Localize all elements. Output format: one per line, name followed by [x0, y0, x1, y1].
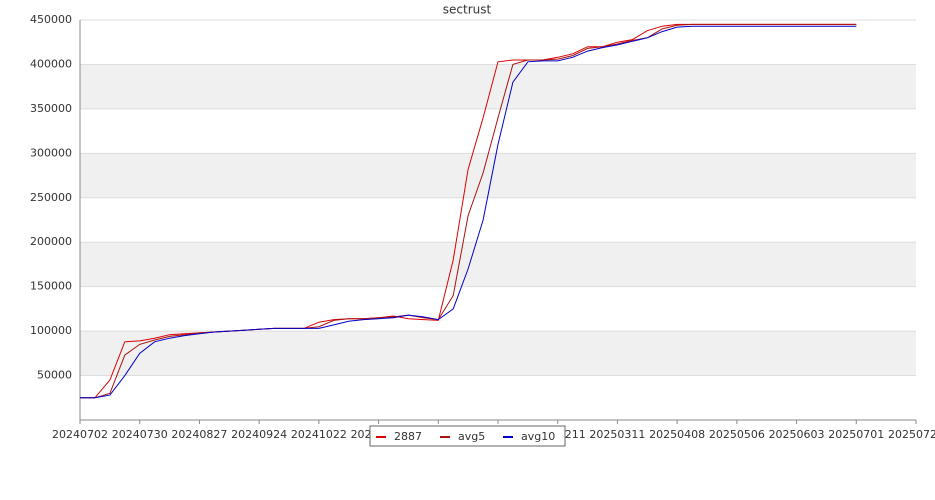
y-tick-label: 250000: [30, 191, 72, 204]
x-tick-label: 20250729: [888, 428, 935, 441]
grid-band: [80, 331, 916, 376]
series-line: [80, 25, 857, 399]
legend-label: 2887: [394, 430, 422, 443]
chart-title: sectrust: [443, 3, 492, 17]
x-tick-label: 20240730: [112, 428, 168, 441]
x-tick-label: 20250408: [649, 428, 705, 441]
x-tick-label: 20240924: [231, 428, 287, 441]
grid-band: [80, 153, 916, 198]
y-tick-label: 200000: [30, 235, 72, 248]
y-tick-label: 300000: [30, 146, 72, 159]
legend: 2887 avg5 avg10: [369, 425, 566, 447]
x-tick-label: 20250701: [828, 428, 884, 441]
y-tick-label: 50000: [37, 369, 72, 382]
legend-box: [369, 425, 566, 447]
y-tick-label: 400000: [30, 57, 72, 70]
y-tick-label: 150000: [30, 280, 72, 293]
x-tick-label: 20240702: [52, 428, 108, 441]
y-tick-label: 450000: [30, 13, 72, 26]
x-tick-label: 20241022: [291, 428, 347, 441]
x-tick-label: 20240827: [171, 428, 227, 441]
x-tick-label: 20250603: [769, 428, 825, 441]
x-tick-label: 20250311: [589, 428, 645, 441]
x-tick-label: 20250506: [709, 428, 765, 441]
grid-band: [80, 64, 916, 109]
grid-band: [80, 242, 916, 287]
y-tick-label: 100000: [30, 324, 72, 337]
y-tick-label: 350000: [30, 102, 72, 115]
legend-label: avg5: [458, 430, 485, 443]
legend-label: avg10: [521, 430, 555, 443]
